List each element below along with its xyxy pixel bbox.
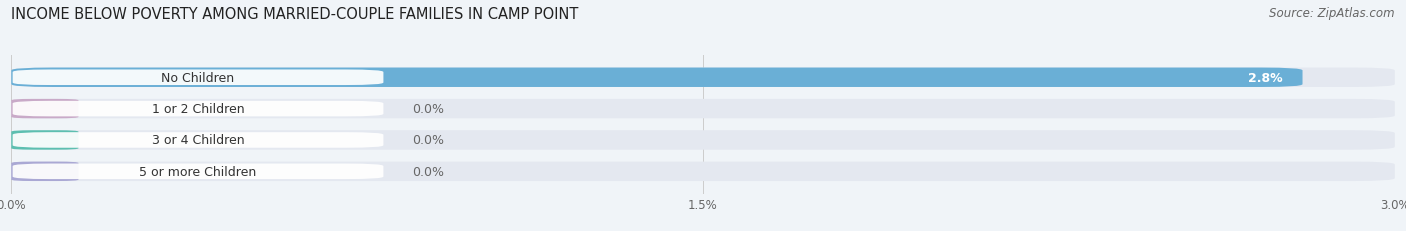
FancyBboxPatch shape: [13, 101, 384, 117]
FancyBboxPatch shape: [11, 100, 79, 119]
FancyBboxPatch shape: [13, 70, 384, 86]
Text: 3 or 4 Children: 3 or 4 Children: [152, 134, 245, 147]
Text: 1 or 2 Children: 1 or 2 Children: [152, 103, 245, 116]
Text: 0.0%: 0.0%: [412, 134, 444, 147]
FancyBboxPatch shape: [11, 162, 1395, 181]
FancyBboxPatch shape: [11, 100, 1395, 119]
Text: Source: ZipAtlas.com: Source: ZipAtlas.com: [1270, 7, 1395, 20]
FancyBboxPatch shape: [11, 131, 79, 150]
Text: 2.8%: 2.8%: [1249, 71, 1282, 84]
Text: 0.0%: 0.0%: [412, 103, 444, 116]
Text: No Children: No Children: [162, 71, 235, 84]
Text: INCOME BELOW POVERTY AMONG MARRIED-COUPLE FAMILIES IN CAMP POINT: INCOME BELOW POVERTY AMONG MARRIED-COUPL…: [11, 7, 579, 22]
Text: 0.0%: 0.0%: [412, 165, 444, 178]
FancyBboxPatch shape: [11, 68, 1395, 88]
FancyBboxPatch shape: [11, 162, 79, 181]
FancyBboxPatch shape: [11, 131, 1395, 150]
FancyBboxPatch shape: [13, 133, 384, 148]
FancyBboxPatch shape: [13, 164, 384, 179]
Text: 5 or more Children: 5 or more Children: [139, 165, 257, 178]
FancyBboxPatch shape: [11, 68, 1302, 88]
